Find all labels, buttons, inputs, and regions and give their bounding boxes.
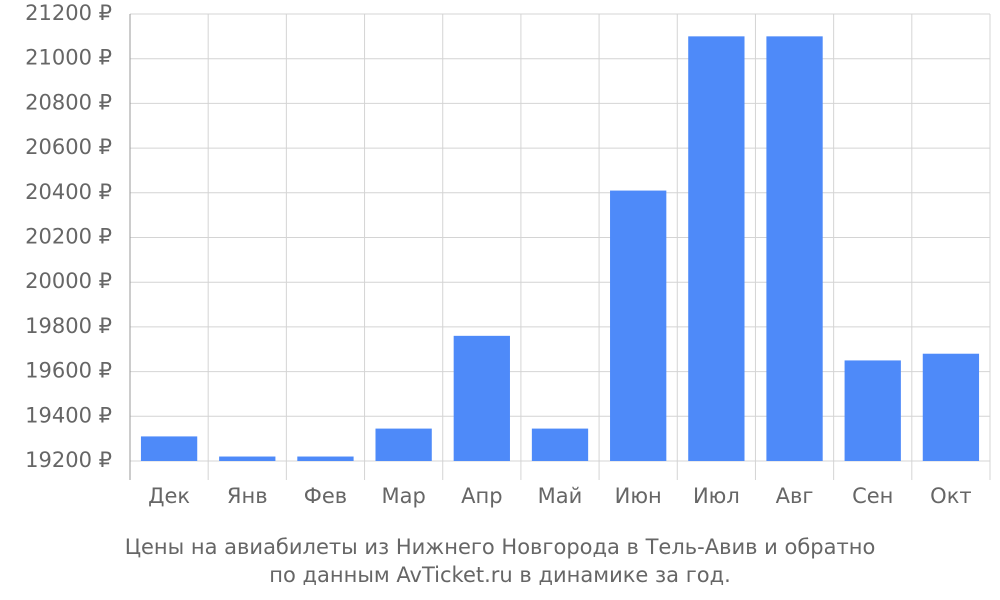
- bar: [688, 36, 745, 461]
- x-tick-label: Авг: [776, 484, 814, 508]
- y-tick-label: 19400 ₽: [25, 403, 112, 427]
- bar: [140, 436, 198, 461]
- y-tick-label: 20000 ₽: [25, 269, 112, 293]
- y-tick-label: 19200 ₽: [25, 448, 112, 472]
- y-tick-label: 20800 ₽: [25, 90, 112, 114]
- y-tick-label: 21000 ₽: [25, 46, 112, 70]
- x-tick-label: Янв: [227, 484, 268, 508]
- y-tick-label: 20400 ₽: [25, 180, 112, 204]
- bar: [297, 456, 354, 461]
- y-tick-label: 19600 ₽: [25, 359, 112, 383]
- x-tick-label: Окт: [930, 484, 971, 508]
- bar: [375, 428, 432, 461]
- x-tick-label: Мар: [381, 484, 425, 508]
- x-tick-label: Апр: [461, 484, 502, 508]
- x-tick-label: Дек: [148, 484, 190, 508]
- bar: [219, 456, 276, 461]
- y-tick-label: 20200 ₽: [25, 225, 112, 249]
- bar: [844, 360, 901, 461]
- y-tick-label: 21200 ₽: [25, 1, 112, 25]
- x-tick-label: Июл: [693, 484, 740, 508]
- x-tick-label: Сен: [852, 484, 893, 508]
- bar: [610, 190, 667, 461]
- y-tick-label: 20600 ₽: [25, 135, 112, 159]
- bar: [766, 36, 823, 461]
- chart-subtitle: по данным AvTicket.ru в динамике за год.: [269, 563, 731, 587]
- x-tick-label: Июн: [615, 484, 662, 508]
- y-tick-label: 19800 ₽: [25, 314, 112, 338]
- bar: [922, 353, 980, 461]
- chart-title: Цены на авиабилеты из Нижнего Новгорода …: [125, 535, 876, 559]
- bar: [531, 428, 589, 461]
- bar: [453, 335, 510, 461]
- x-tick-label: Фев: [304, 484, 347, 508]
- x-tick-label: Май: [538, 484, 583, 508]
